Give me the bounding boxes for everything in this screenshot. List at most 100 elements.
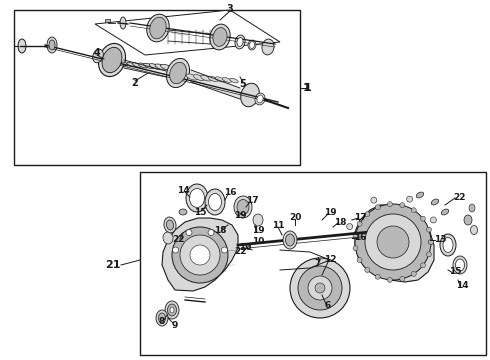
Text: 12: 12 (324, 256, 336, 265)
Ellipse shape (158, 313, 166, 323)
Text: 21: 21 (105, 260, 121, 270)
Ellipse shape (230, 78, 238, 83)
Text: 16: 16 (354, 233, 366, 242)
Ellipse shape (186, 184, 208, 212)
Text: 5: 5 (240, 79, 246, 89)
Circle shape (298, 266, 342, 310)
Text: 8: 8 (159, 318, 165, 327)
Ellipse shape (249, 41, 254, 49)
Ellipse shape (213, 28, 227, 46)
Text: 6: 6 (325, 301, 331, 310)
Ellipse shape (209, 194, 221, 211)
Text: 10: 10 (239, 243, 251, 252)
Circle shape (400, 203, 405, 208)
Circle shape (400, 276, 405, 281)
Text: 18: 18 (334, 217, 346, 226)
Ellipse shape (120, 17, 126, 29)
Circle shape (180, 235, 220, 275)
Ellipse shape (241, 83, 259, 107)
Text: 9: 9 (172, 320, 178, 329)
Ellipse shape (235, 35, 245, 49)
Ellipse shape (453, 256, 467, 274)
Circle shape (172, 247, 178, 253)
Circle shape (208, 230, 214, 235)
Ellipse shape (98, 44, 125, 77)
Ellipse shape (167, 220, 173, 230)
Circle shape (430, 217, 437, 223)
Ellipse shape (18, 39, 26, 53)
Ellipse shape (190, 189, 204, 207)
Text: 2: 2 (132, 78, 138, 88)
Ellipse shape (286, 234, 294, 246)
Text: 13: 13 (434, 235, 446, 244)
Circle shape (371, 197, 377, 203)
Polygon shape (355, 205, 434, 282)
Ellipse shape (121, 62, 129, 66)
Ellipse shape (155, 64, 167, 70)
Ellipse shape (456, 259, 465, 271)
Ellipse shape (201, 75, 211, 81)
Ellipse shape (186, 74, 197, 80)
Text: 22: 22 (234, 248, 246, 256)
Ellipse shape (248, 40, 256, 50)
Ellipse shape (147, 14, 169, 42)
Ellipse shape (170, 62, 186, 84)
Polygon shape (168, 30, 210, 35)
Ellipse shape (144, 63, 154, 69)
Circle shape (375, 274, 380, 279)
Ellipse shape (222, 78, 231, 82)
Ellipse shape (255, 93, 265, 105)
Polygon shape (95, 10, 280, 55)
Text: 3: 3 (227, 4, 233, 14)
Circle shape (190, 245, 210, 265)
Text: 22: 22 (454, 193, 466, 202)
Circle shape (426, 227, 431, 232)
Polygon shape (124, 60, 166, 77)
Circle shape (388, 202, 392, 207)
Circle shape (365, 212, 370, 217)
Circle shape (420, 216, 425, 221)
Ellipse shape (469, 204, 475, 212)
Ellipse shape (262, 39, 274, 55)
Circle shape (428, 239, 434, 244)
Ellipse shape (237, 37, 243, 46)
Ellipse shape (441, 209, 449, 215)
Text: 14: 14 (177, 185, 189, 194)
Circle shape (375, 205, 380, 210)
Ellipse shape (431, 199, 439, 205)
Bar (105, 19, 110, 28)
Ellipse shape (234, 196, 252, 218)
Ellipse shape (283, 231, 297, 249)
Text: 14: 14 (456, 280, 468, 289)
Ellipse shape (210, 24, 230, 50)
Ellipse shape (132, 63, 142, 67)
Text: 19: 19 (252, 225, 264, 234)
Circle shape (426, 252, 431, 257)
Text: 19: 19 (324, 207, 336, 216)
Ellipse shape (470, 225, 477, 234)
Bar (14, 10, 300, 165)
Text: 18: 18 (214, 225, 226, 234)
Ellipse shape (156, 310, 168, 326)
Bar (140, 172, 486, 355)
Text: 15: 15 (194, 207, 206, 216)
Circle shape (172, 227, 228, 283)
Circle shape (365, 214, 421, 270)
Ellipse shape (170, 307, 174, 313)
Text: 4: 4 (94, 48, 100, 58)
Circle shape (357, 221, 362, 226)
Ellipse shape (127, 62, 135, 67)
Circle shape (388, 277, 392, 282)
Circle shape (353, 246, 358, 251)
Ellipse shape (49, 40, 55, 50)
Circle shape (428, 239, 434, 244)
Ellipse shape (179, 209, 187, 215)
Circle shape (346, 224, 353, 230)
Ellipse shape (163, 232, 173, 244)
Ellipse shape (464, 215, 472, 225)
Ellipse shape (168, 304, 176, 316)
Ellipse shape (138, 63, 148, 68)
Circle shape (357, 258, 362, 262)
Ellipse shape (149, 64, 161, 69)
Ellipse shape (443, 238, 453, 252)
